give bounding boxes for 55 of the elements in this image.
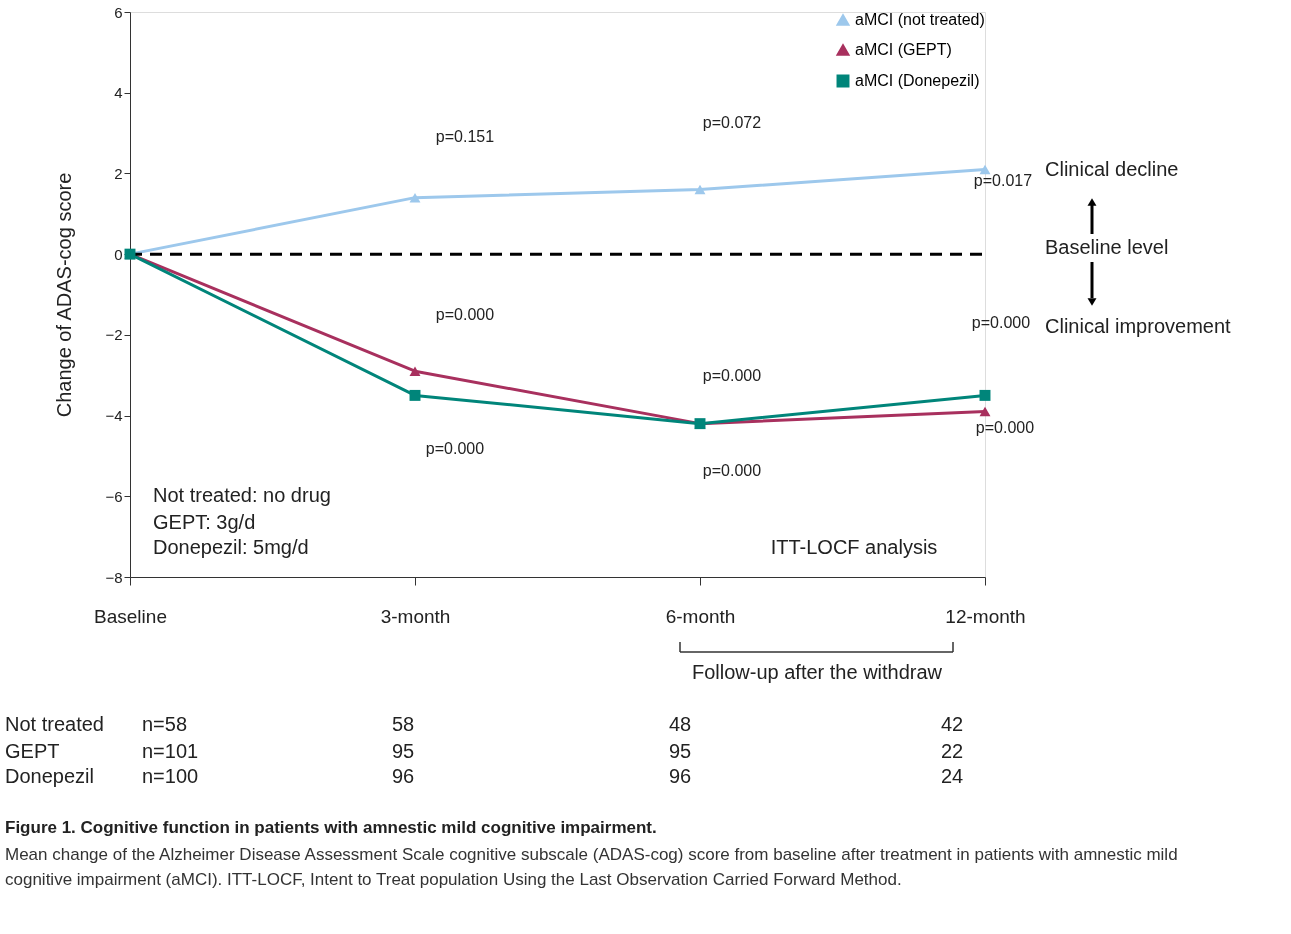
text: 42 (940, 713, 964, 735)
annotation: Not treated: no drug (153, 484, 331, 506)
y-tick-label: 2 (114, 164, 123, 182)
y-tick-label: −2 (105, 326, 123, 344)
text: 96 (668, 765, 692, 787)
text: Clinical improvement (1045, 315, 1232, 337)
point (409, 389, 421, 401)
y-tick-label: 0 (114, 245, 123, 263)
annotation: GEPT: 3g/d (153, 511, 256, 533)
x-tick-label: 12-month (945, 605, 1026, 627)
text: Clinical decline (1045, 158, 1179, 180)
x-tick-label: 6-month (665, 605, 736, 627)
annotation: p=0.000 (435, 306, 495, 323)
annotation: ITT-LOCF analysis (770, 536, 938, 558)
annotation: p=0.151 (435, 128, 495, 145)
legend-label: aMCI (Donepezil) (855, 72, 980, 89)
legend-label: aMCI (GEPT) (855, 41, 952, 58)
point (979, 389, 991, 401)
text: n=101 (142, 740, 199, 762)
text: 95 (391, 740, 415, 762)
text: GEPT (5, 740, 60, 762)
caption: Figure 1. Cognitive function in patients with amnestic mild cognitive impairment. (5, 818, 657, 837)
x-tick-label: Baseline (94, 605, 167, 627)
annotation: p=0.000 (971, 314, 1031, 331)
y-tick-label: −4 (105, 407, 123, 425)
text: 48 (668, 713, 692, 735)
text: 24 (940, 765, 964, 787)
text: Mean change of the Alzheimer Disease Assessment Scale cognitive subscale (ADAS-cog) score from baseline after treatment in patients with amnestic mild cognitive impairment (aMCI). ITT-LOCF, Intent to Treat population Using the Last Observation Carried Forward Method. (5, 845, 1178, 889)
text: Donepezil (5, 765, 94, 787)
point (409, 192, 421, 203)
annotation: p=0.000 (702, 367, 762, 384)
y-tick-label: −6 (105, 487, 123, 505)
annotation: p=0.000 (702, 462, 762, 479)
annotation: Donepezil: 5mg/d (153, 536, 309, 558)
y-tick-label: 4 (114, 84, 123, 102)
annotation: p=0.072 (702, 114, 762, 131)
y-axis-title: Change of ADAS-cog score (53, 172, 76, 418)
annotation: p=0.000 (975, 419, 1035, 436)
text: 96 (391, 765, 415, 787)
text: Not treated (5, 713, 104, 735)
point (694, 184, 706, 195)
x-tick-label: 3-month (380, 605, 451, 627)
point (979, 164, 991, 175)
text: Baseline level (1045, 236, 1169, 258)
legend-label: aMCI (not treated) (855, 11, 985, 28)
text: Follow-up after the withdraw (691, 661, 943, 683)
annotation: p=0.000 (425, 440, 485, 457)
y-tick-label: 6 (114, 3, 123, 21)
annotation: p=0.017 (973, 172, 1033, 189)
text: n=58 (142, 713, 188, 735)
text: 22 (940, 740, 964, 762)
text: 58 (391, 713, 415, 735)
y-tick-label: −8 (105, 568, 123, 586)
text: 95 (668, 740, 692, 762)
text: n=100 (142, 765, 199, 787)
